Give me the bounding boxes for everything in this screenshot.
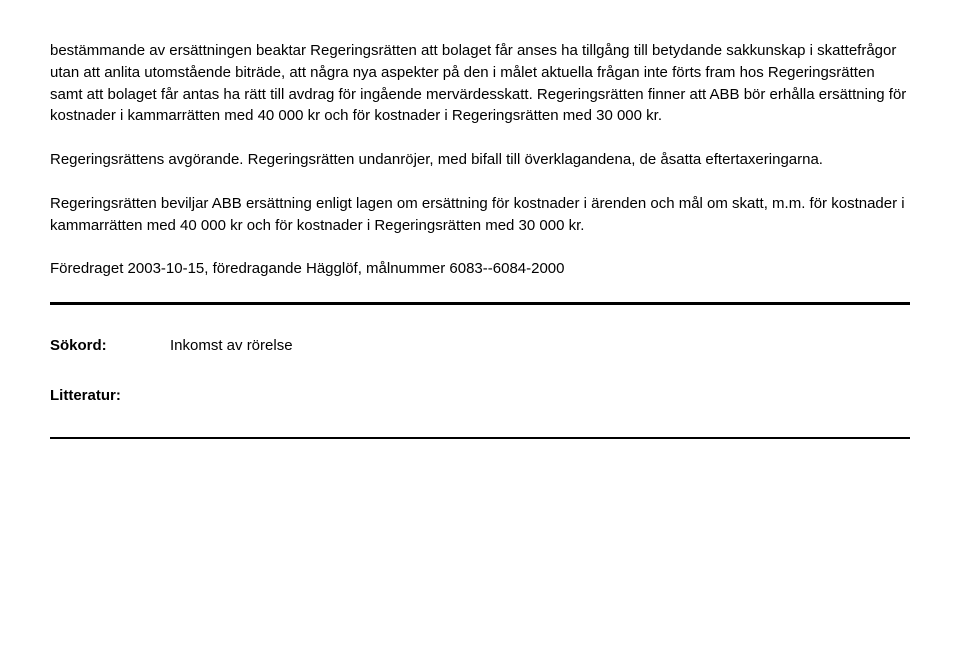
litteratur-value bbox=[170, 385, 910, 407]
body-paragraph-3: Regeringsrätten beviljar ABB ersättning … bbox=[50, 193, 910, 237]
divider-thick bbox=[50, 302, 910, 305]
litteratur-row: Litteratur: bbox=[50, 385, 910, 407]
sokord-value: Inkomst av rörelse bbox=[170, 335, 910, 357]
divider-thin bbox=[50, 437, 910, 439]
body-paragraph-1: bestämmande av ersättningen beaktar Rege… bbox=[50, 40, 910, 127]
sokord-row: Sökord: Inkomst av rörelse bbox=[50, 335, 910, 357]
body-paragraph-4: Föredraget 2003-10-15, föredragande Hägg… bbox=[50, 258, 910, 280]
litteratur-label: Litteratur: bbox=[50, 385, 170, 407]
sokord-label: Sökord: bbox=[50, 335, 170, 357]
body-paragraph-2: Regeringsrättens avgörande. Regeringsrät… bbox=[50, 149, 910, 171]
